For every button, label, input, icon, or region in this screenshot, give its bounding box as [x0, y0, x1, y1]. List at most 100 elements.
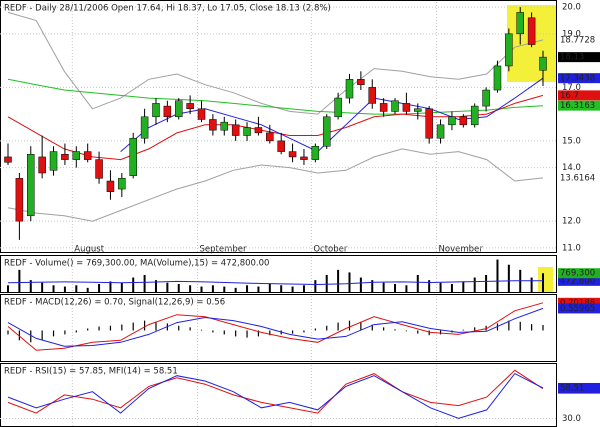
volume-bar — [348, 272, 351, 293]
volume-bar — [382, 282, 385, 293]
value-box — [558, 297, 600, 308]
panel-frame — [0, 0, 557, 253]
volume-bar — [98, 284, 101, 293]
x-tick-label: September — [200, 245, 247, 255]
value-label: 769,300 — [560, 269, 595, 279]
candle-body — [311, 145, 320, 160]
candle-body — [436, 124, 445, 139]
y-tick-label: 30.0 — [562, 414, 581, 424]
candle-body — [527, 17, 536, 45]
volume-bar — [462, 281, 465, 293]
value-label: 0.55965 — [560, 304, 595, 314]
volume-bar — [530, 277, 533, 293]
panel-frame — [0, 255, 557, 293]
x-tick-label: November — [439, 245, 484, 255]
value-box — [558, 90, 600, 101]
candle-body — [231, 124, 240, 136]
candle-body — [288, 151, 297, 158]
volume-bar — [473, 277, 476, 293]
candle-body — [49, 151, 58, 171]
candle-body — [118, 178, 126, 190]
indicator-line — [7, 148, 544, 222]
volume-bar — [485, 275, 488, 293]
candle-body — [140, 116, 149, 139]
volume-bar — [496, 259, 499, 293]
candle-body — [482, 89, 490, 107]
candle-body — [243, 127, 251, 136]
volume-bar — [200, 286, 203, 293]
y-tick-label: 11.0 — [562, 243, 581, 253]
x-tick-label: August — [74, 245, 104, 255]
volume-bar — [291, 286, 294, 293]
y-tick-label: 12.0 — [562, 217, 581, 227]
candle-body — [493, 65, 502, 91]
value-box — [558, 303, 600, 314]
candle-body — [27, 154, 35, 217]
volume-bar — [428, 280, 431, 293]
candle-body — [254, 127, 263, 134]
indicator-line — [7, 280, 544, 286]
value-box — [558, 275, 600, 286]
panel-title: REDF - RSI(15) = 57.85, MFI(14) = 58.51 — [4, 367, 178, 377]
candle-body — [197, 108, 206, 120]
candle-body — [174, 100, 183, 118]
value-box — [558, 268, 600, 279]
candle-body — [95, 159, 103, 179]
indicator-line — [7, 302, 544, 351]
indicator-line — [7, 78, 544, 115]
candle-body — [379, 103, 388, 112]
volume-bar — [394, 284, 397, 293]
candle-body — [300, 156, 308, 160]
volume-bar — [450, 284, 453, 293]
candle-body — [106, 180, 115, 192]
candle-body — [391, 100, 399, 112]
candle-body — [505, 33, 513, 67]
value-box — [558, 382, 600, 393]
volume-bar — [223, 286, 226, 293]
indicator-line — [7, 307, 544, 347]
value-box — [558, 52, 600, 63]
value-box — [558, 100, 600, 111]
candle-body — [357, 79, 365, 85]
candle-body — [4, 156, 12, 163]
value-box — [558, 73, 600, 84]
volume-bar — [29, 280, 32, 293]
volume-bar — [337, 269, 340, 293]
volume-bar — [439, 282, 442, 293]
volume-bar — [302, 285, 305, 293]
volume-bar — [41, 282, 44, 293]
candle-body — [163, 105, 172, 118]
value-label: 18.13 — [560, 53, 584, 63]
candle-body — [470, 105, 479, 126]
candle-body — [186, 103, 194, 110]
candle-body — [334, 97, 342, 118]
volume-bar — [132, 277, 135, 293]
candle-body — [277, 140, 285, 152]
value-label: 13.6164 — [560, 173, 595, 183]
indicator-line — [7, 372, 544, 419]
volume-bar — [280, 285, 283, 293]
value-label: 17.3438 — [560, 74, 595, 84]
volume-bar — [154, 280, 157, 293]
volume-bar — [416, 275, 419, 293]
candle-body — [516, 12, 524, 35]
volume-bar — [177, 284, 180, 293]
panel-frame — [0, 294, 557, 362]
candle-body — [129, 137, 137, 176]
volume-bar — [18, 269, 21, 293]
volume-bar — [63, 286, 66, 293]
panel-title: REDF - Daily 28/11/2006 Open 17.64, Hi 1… — [4, 4, 331, 14]
candle-body — [414, 108, 422, 112]
volume-bar — [120, 282, 123, 293]
volume-bar — [143, 275, 146, 293]
candle-body — [425, 108, 433, 139]
candle-body — [345, 79, 354, 99]
volume-bar — [75, 285, 78, 293]
candle-body — [368, 87, 377, 104]
candle-body — [15, 178, 24, 222]
value-label: 58.51 — [560, 383, 584, 393]
y-tick-label: 20.0 — [562, 3, 581, 13]
volume-bar — [109, 281, 112, 293]
y-tick-label: 14.0 — [562, 163, 581, 173]
volume-bar — [359, 277, 362, 293]
